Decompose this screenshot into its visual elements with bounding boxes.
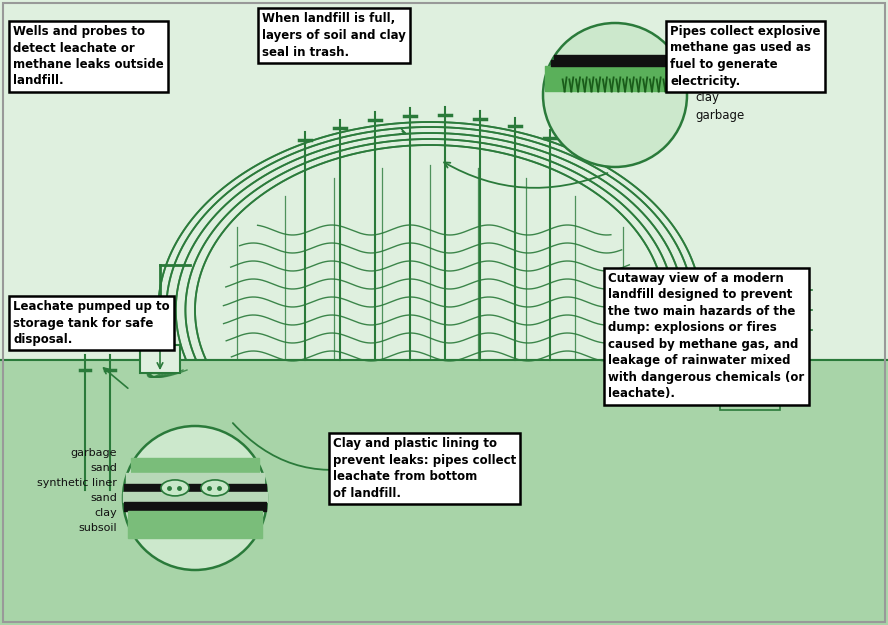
Text: sand: sand <box>90 493 117 503</box>
Text: clay: clay <box>94 508 117 518</box>
Text: sand: sand <box>90 463 117 473</box>
Circle shape <box>543 23 687 167</box>
Bar <box>720 360 780 410</box>
Text: Pipes collect explosive
methane gas used as
fuel to generate
electricity.: Pipes collect explosive methane gas used… <box>670 25 821 88</box>
Ellipse shape <box>161 480 189 496</box>
Text: Cutaway view of a modern
landfill designed to prevent
the two main hazards of th: Cutaway view of a modern landfill design… <box>608 272 805 401</box>
FancyBboxPatch shape <box>140 345 180 373</box>
Text: subsoil: subsoil <box>78 523 117 533</box>
Text: Wells and probes to
detect leachate or
methane leaks outside
landfill.: Wells and probes to detect leachate or m… <box>13 25 164 88</box>
Text: topsoil: topsoil <box>695 59 734 71</box>
Ellipse shape <box>201 480 229 496</box>
Text: garbage: garbage <box>695 109 744 121</box>
Bar <box>0 360 888 625</box>
Text: synthetic liner: synthetic liner <box>37 478 117 488</box>
Text: Clay and plastic lining to
prevent leaks: pipes collect
leachate from bottom
of : Clay and plastic lining to prevent leaks… <box>333 438 516 500</box>
Text: garbage: garbage <box>70 448 117 458</box>
Text: When landfill is full,
layers of soil and clay
seal in trash.: When landfill is full, layers of soil an… <box>262 12 406 59</box>
Circle shape <box>123 426 267 570</box>
Text: Leachate pumped up to
storage tank for safe
disposal.: Leachate pumped up to storage tank for s… <box>13 300 170 346</box>
Text: clay: clay <box>695 91 719 104</box>
Text: sand: sand <box>695 76 724 89</box>
